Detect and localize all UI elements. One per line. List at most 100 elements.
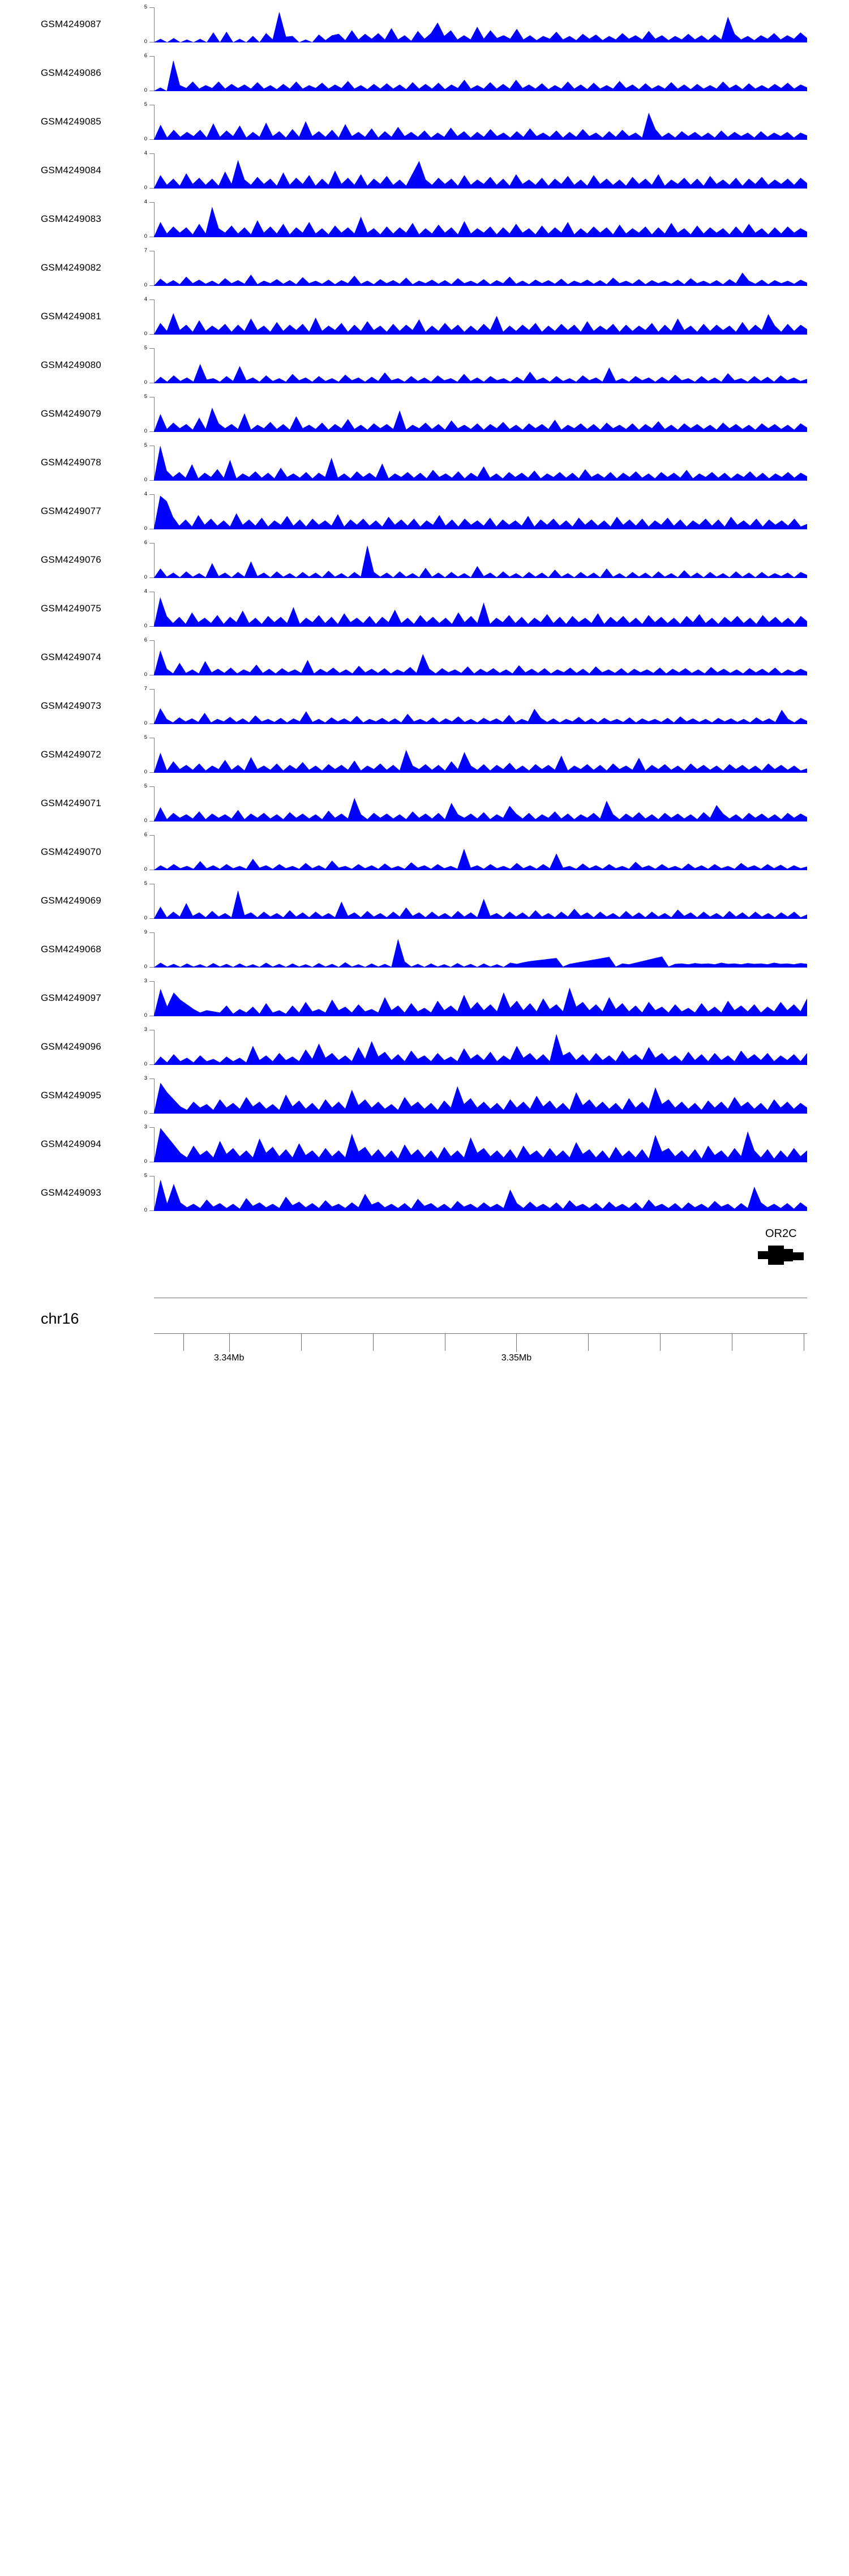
coverage-plot[interactable] bbox=[154, 640, 807, 675]
track-label: GSM4249069 bbox=[41, 895, 101, 906]
track-label: GSM4249095 bbox=[41, 1090, 101, 1101]
y-axis-tick-min bbox=[149, 334, 155, 335]
coverage-track[interactable]: GSM4249083 4 0 bbox=[0, 195, 849, 243]
y-axis-tick-max bbox=[149, 56, 155, 57]
track-label: GSM4249087 bbox=[41, 19, 101, 29]
y-axis-tick-max bbox=[149, 689, 155, 690]
gene-model[interactable] bbox=[758, 1246, 804, 1265]
y-axis-min-label: 0 bbox=[144, 964, 147, 970]
coverage-plot[interactable] bbox=[154, 738, 807, 773]
coverage-track[interactable]: GSM4249074 6 0 bbox=[0, 633, 849, 682]
coverage-plot[interactable] bbox=[154, 981, 807, 1016]
y-axis-tick-max bbox=[149, 786, 155, 787]
coverage-plot[interactable] bbox=[154, 1079, 807, 1114]
coverage-plot[interactable] bbox=[154, 543, 807, 578]
y-axis-line bbox=[154, 1079, 155, 1114]
y-axis-tick-min bbox=[149, 626, 155, 627]
coverage-track[interactable]: GSM4249076 6 0 bbox=[0, 536, 849, 584]
coverage-plot[interactable] bbox=[154, 56, 807, 91]
coverage-track[interactable]: GSM4249068 9 0 bbox=[0, 925, 849, 974]
coverage-track[interactable]: GSM4249087 5 0 bbox=[0, 0, 849, 49]
y-axis-max-label: 9 bbox=[144, 929, 147, 935]
track-label: GSM4249085 bbox=[41, 116, 101, 127]
coverage-track[interactable]: GSM4249085 5 0 bbox=[0, 97, 849, 146]
coverage-track[interactable]: GSM4249095 3 0 bbox=[0, 1071, 849, 1120]
coverage-track[interactable]: GSM4249094 3 0 bbox=[0, 1120, 849, 1169]
track-label: GSM4249083 bbox=[41, 213, 101, 224]
coverage-track[interactable]: GSM4249072 5 0 bbox=[0, 730, 849, 779]
coverage-plot[interactable] bbox=[154, 7, 807, 42]
y-axis-tick-min bbox=[149, 188, 155, 189]
coverage-plot[interactable] bbox=[154, 1127, 807, 1162]
coverage-plot[interactable] bbox=[154, 299, 807, 335]
coverage-plot[interactable] bbox=[154, 105, 807, 140]
y-axis-max-label: 7 bbox=[144, 686, 147, 692]
coverage-track[interactable]: GSM4249073 7 0 bbox=[0, 682, 849, 730]
coverage-track[interactable]: GSM4249082 7 0 bbox=[0, 243, 849, 292]
y-axis-line bbox=[154, 592, 155, 627]
y-axis-line bbox=[154, 689, 155, 724]
track-label: GSM4249082 bbox=[41, 262, 101, 273]
track-label: GSM4249093 bbox=[41, 1187, 101, 1198]
coverage-track[interactable]: GSM4249078 5 0 bbox=[0, 438, 849, 487]
coverage-track[interactable]: GSM4249086 6 0 bbox=[0, 49, 849, 97]
coverage-plot[interactable] bbox=[154, 494, 807, 529]
coverage-track[interactable]: GSM4249096 3 0 bbox=[0, 1022, 849, 1071]
coverage-track[interactable]: GSM4249070 6 0 bbox=[0, 828, 849, 876]
track-label: GSM4249084 bbox=[41, 165, 101, 176]
y-axis-min-label: 0 bbox=[144, 379, 147, 386]
coverage-track[interactable]: GSM4249084 4 0 bbox=[0, 146, 849, 195]
coverage-track[interactable]: GSM4249077 4 0 bbox=[0, 487, 849, 536]
coverage-plot[interactable] bbox=[154, 397, 807, 432]
y-axis-max-label: 6 bbox=[144, 53, 147, 59]
y-axis-tick-max bbox=[149, 7, 155, 8]
y-axis-line bbox=[154, 446, 155, 481]
gene-exon bbox=[781, 1249, 793, 1261]
coverage-track[interactable]: GSM4249081 4 0 bbox=[0, 292, 849, 341]
coverage-plot[interactable] bbox=[154, 592, 807, 627]
y-axis-min-label: 0 bbox=[144, 671, 147, 678]
coverage-plot[interactable] bbox=[154, 1176, 807, 1211]
coverage-plot[interactable] bbox=[154, 689, 807, 724]
ruler-tick-label: 3.35Mb bbox=[501, 1353, 532, 1363]
y-axis-min-label: 0 bbox=[144, 574, 147, 580]
coverage-track[interactable]: GSM4249097 3 0 bbox=[0, 974, 849, 1022]
y-axis-min-label: 0 bbox=[144, 233, 147, 239]
y-axis-line bbox=[154, 7, 155, 42]
coverage-plot[interactable] bbox=[154, 884, 807, 919]
ruler-tick bbox=[301, 1334, 302, 1351]
y-axis-line bbox=[154, 835, 155, 870]
y-axis-max-label: 6 bbox=[144, 637, 147, 643]
coverage-track[interactable]: GSM4249080 5 0 bbox=[0, 341, 849, 390]
coverage-plot[interactable] bbox=[154, 251, 807, 286]
coverage-track[interactable]: GSM4249093 5 0 bbox=[0, 1169, 849, 1217]
y-axis-max-label: 3 bbox=[144, 1026, 147, 1033]
y-axis-line bbox=[154, 397, 155, 432]
ruler-line-bottom bbox=[154, 1333, 807, 1334]
y-axis-max-label: 6 bbox=[144, 540, 147, 546]
coverage-plot[interactable] bbox=[154, 932, 807, 968]
coverage-plot[interactable] bbox=[154, 202, 807, 237]
coverage-plot[interactable] bbox=[154, 1030, 807, 1065]
y-axis-tick-min bbox=[149, 1210, 155, 1211]
coverage-plot[interactable] bbox=[154, 446, 807, 481]
coverage-track[interactable]: GSM4249069 5 0 bbox=[0, 876, 849, 925]
coverage-track[interactable]: GSM4249071 5 0 bbox=[0, 779, 849, 828]
coverage-plot[interactable] bbox=[154, 348, 807, 383]
y-axis-min-label: 0 bbox=[144, 282, 147, 288]
coverage-plot[interactable] bbox=[154, 835, 807, 870]
coverage-plot[interactable] bbox=[154, 153, 807, 189]
coverage-track[interactable]: GSM4249079 5 0 bbox=[0, 390, 849, 438]
y-axis-tick-max bbox=[149, 202, 155, 203]
track-label: GSM4249073 bbox=[41, 700, 101, 711]
coverage-track[interactable]: GSM4249075 4 0 bbox=[0, 584, 849, 633]
y-axis-max-label: 5 bbox=[144, 345, 147, 351]
coverage-plot[interactable] bbox=[154, 786, 807, 821]
